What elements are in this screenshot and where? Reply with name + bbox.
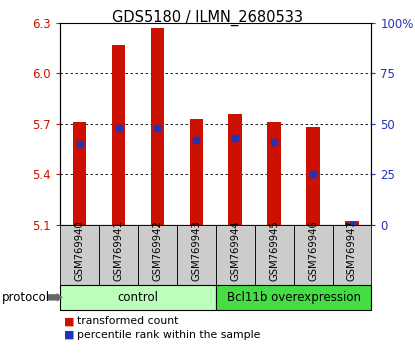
- Text: ■: ■: [64, 330, 75, 339]
- Text: percentile rank within the sample: percentile rank within the sample: [77, 330, 260, 339]
- Text: GSM769940: GSM769940: [75, 221, 85, 281]
- Text: GSM769944: GSM769944: [230, 221, 240, 281]
- Text: GSM769947: GSM769947: [347, 221, 357, 281]
- Bar: [267, 122, 281, 225]
- Bar: [306, 127, 320, 225]
- Text: GDS5180 / ILMN_2680533: GDS5180 / ILMN_2680533: [112, 10, 303, 26]
- Text: transformed count: transformed count: [77, 316, 178, 326]
- Text: ■: ■: [64, 316, 75, 326]
- Text: GSM769946: GSM769946: [308, 221, 318, 281]
- Text: Bcl11b overexpression: Bcl11b overexpression: [227, 291, 361, 304]
- Bar: [112, 45, 125, 225]
- Bar: [151, 28, 164, 225]
- Text: protocol: protocol: [2, 291, 50, 304]
- Text: GSM769942: GSM769942: [152, 221, 162, 281]
- Text: GSM769941: GSM769941: [114, 221, 124, 281]
- Text: GSM769943: GSM769943: [191, 221, 201, 281]
- Bar: [345, 221, 359, 225]
- Bar: [228, 114, 242, 225]
- Bar: [73, 122, 86, 225]
- Bar: [190, 119, 203, 225]
- Text: GSM769945: GSM769945: [269, 221, 279, 281]
- Text: control: control: [117, 291, 159, 304]
